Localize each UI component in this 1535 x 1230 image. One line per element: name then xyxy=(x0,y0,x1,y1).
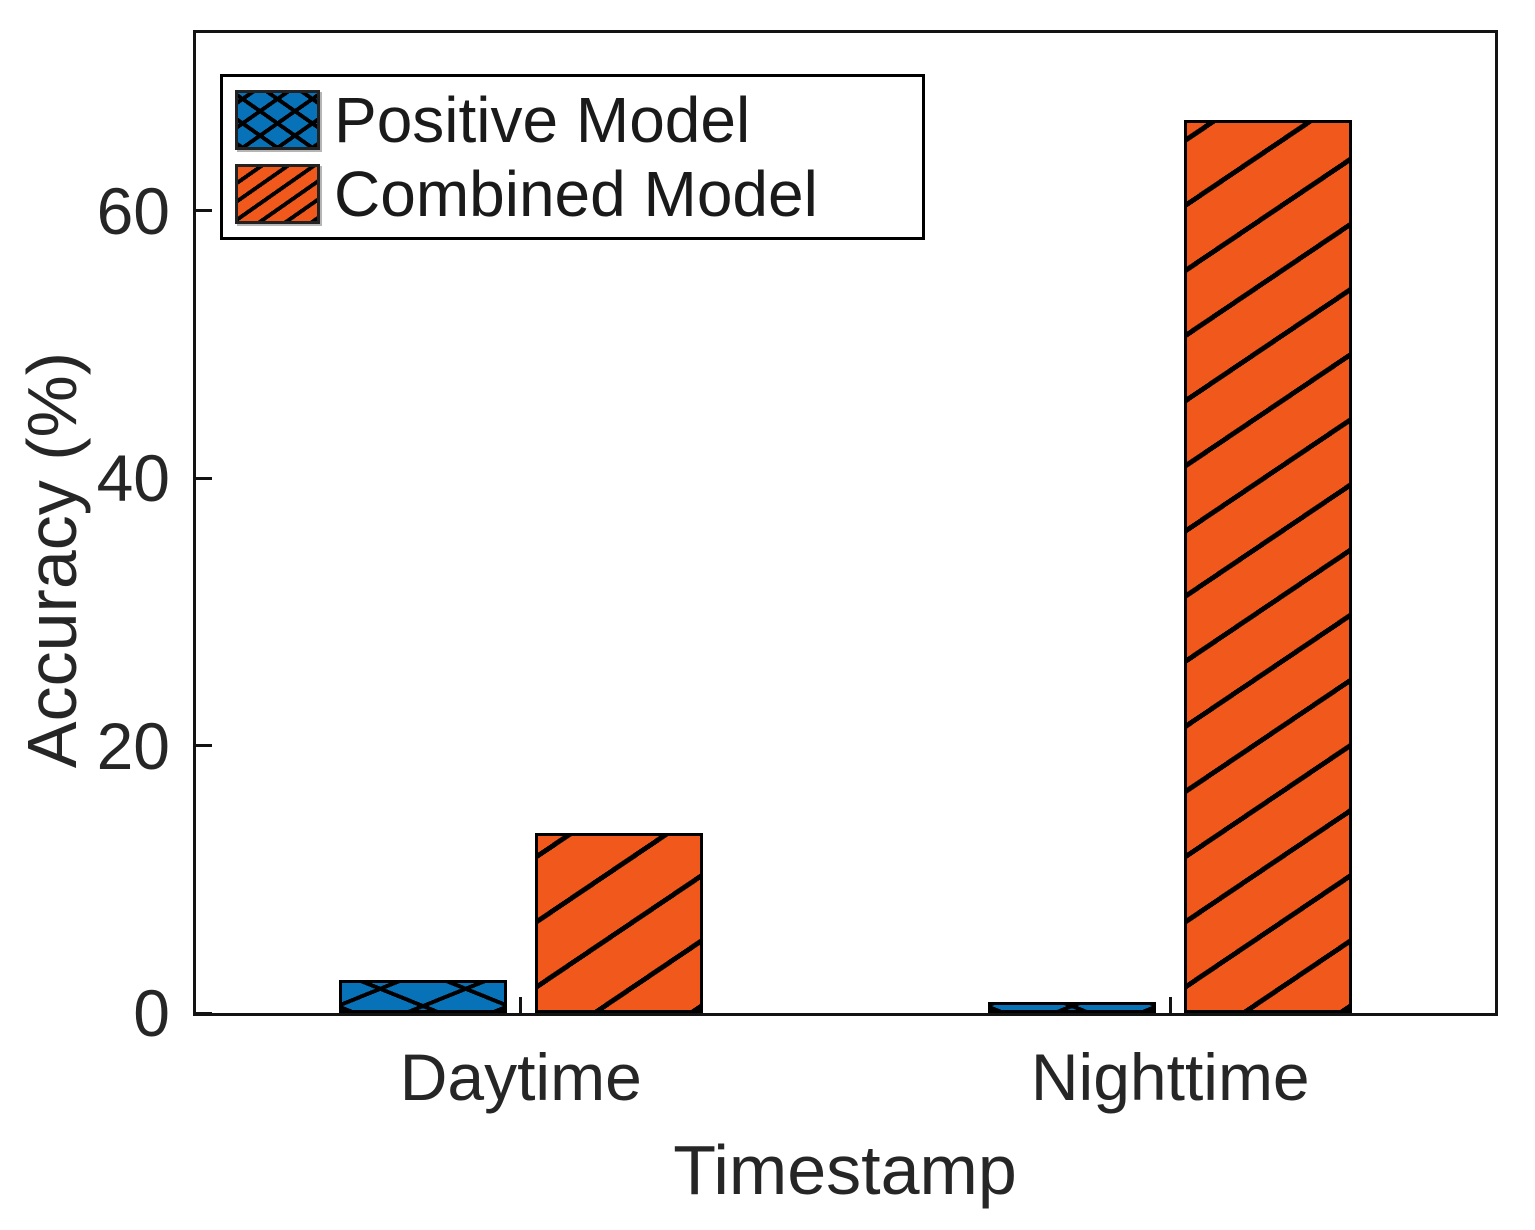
x-tick-mark-daytime xyxy=(519,997,523,1013)
y-tick-mark-40 xyxy=(196,476,212,480)
legend-swatch-positive-model xyxy=(235,89,320,150)
y-tick-mark-60 xyxy=(196,209,212,213)
bar-positive-model-daytime xyxy=(338,979,507,1013)
x-axis-label: Timestamp xyxy=(673,1131,1017,1209)
legend-label-positive-model: Positive Model xyxy=(334,83,751,156)
bar-positive-model-nighttime xyxy=(988,1002,1157,1013)
y-tick-label-20: 20 xyxy=(96,708,170,783)
y-tick-mark-20 xyxy=(196,744,212,748)
legend-swatch-combined-model xyxy=(235,164,320,225)
y-tick-mark-0 xyxy=(196,1011,212,1015)
x-tick-label-nighttime: Nighttime xyxy=(1030,1040,1310,1114)
bar-combined-model-nighttime xyxy=(1184,119,1353,1013)
bar-combined-model-daytime xyxy=(534,832,703,1013)
y-axis-label: Accuracy (%) xyxy=(13,351,91,769)
legend-label-combined-model: Combined Model xyxy=(334,158,818,231)
x-tick-label-daytime: Daytime xyxy=(399,1040,642,1114)
legend: Positive Model Combined Model xyxy=(220,74,925,240)
y-tick-label-60: 60 xyxy=(96,173,170,248)
x-tick-mark-nighttime xyxy=(1168,997,1172,1013)
y-tick-label-0: 0 xyxy=(133,976,170,1050)
y-tick-label-40: 40 xyxy=(96,441,170,516)
legend-item-combined-model: Combined Model xyxy=(235,162,922,226)
legend-item-positive-model: Positive Model xyxy=(235,88,922,152)
